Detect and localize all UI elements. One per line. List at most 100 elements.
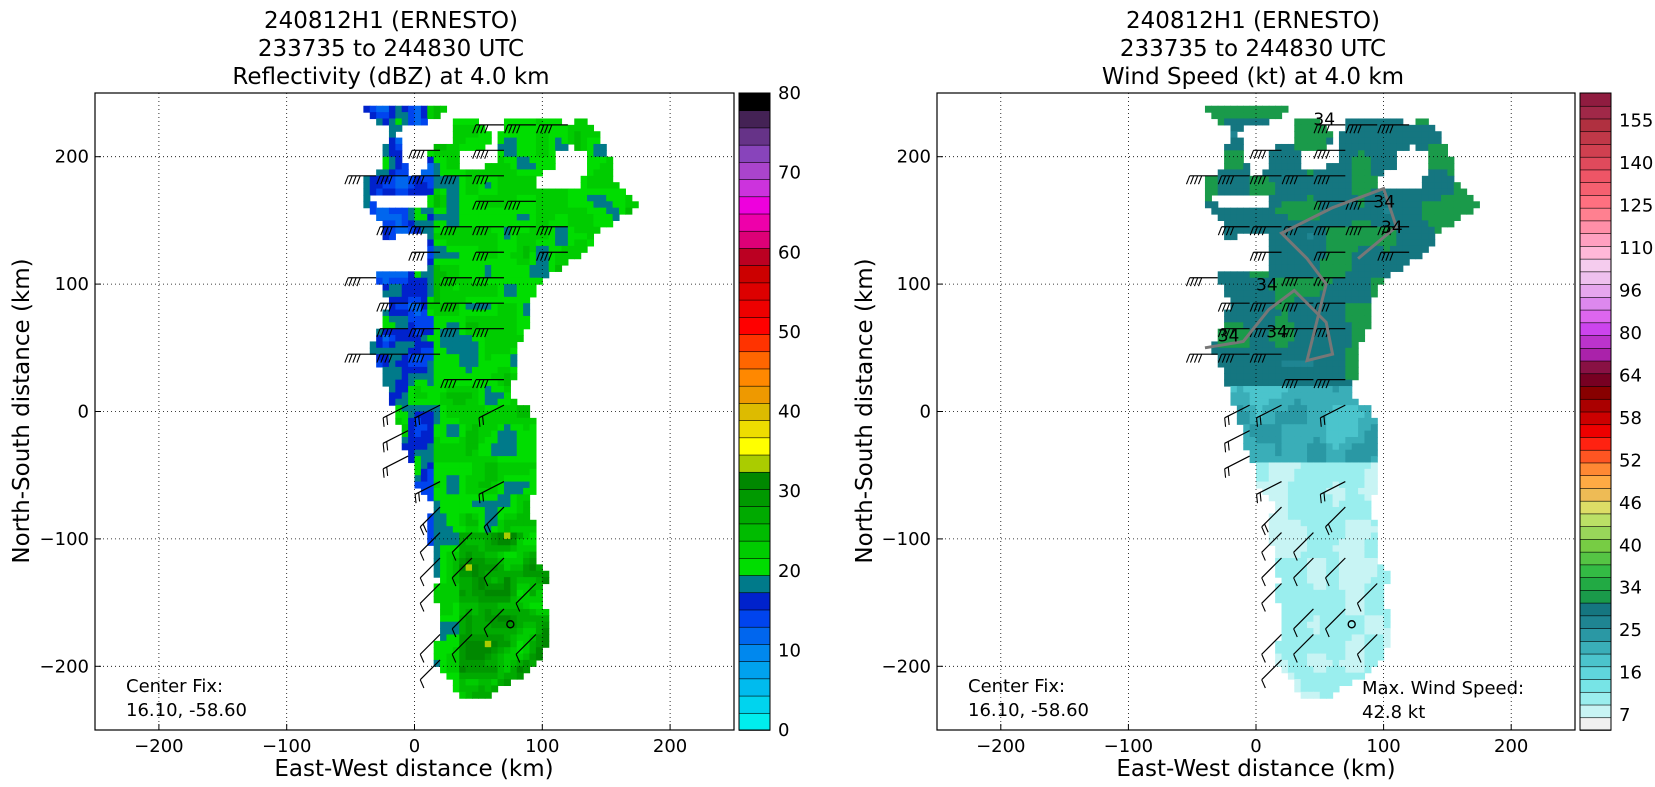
wind-barb-flag: [1229, 328, 1235, 338]
field-cell: [1351, 169, 1359, 177]
field-cell: [529, 596, 537, 604]
field-cell: [1300, 264, 1308, 272]
field-cell: [408, 284, 416, 292]
field-cell: [1307, 252, 1315, 260]
field-cell: [516, 214, 524, 221]
field-cell: [1396, 131, 1404, 139]
wind-barb-flag: [412, 252, 417, 261]
field-cell: [1243, 277, 1251, 285]
field-cell: [503, 608, 511, 616]
field-cell: [1345, 296, 1353, 304]
field-cell: [510, 583, 518, 591]
field-cell: [1358, 475, 1366, 483]
wind-barb-shaft: [483, 506, 505, 528]
field-cell: [555, 143, 563, 151]
field-cell: [1434, 194, 1442, 202]
field-cell: [1338, 487, 1346, 495]
field-cell: [529, 558, 537, 565]
field-cell: [465, 628, 473, 636]
field-cell: [580, 131, 588, 139]
field-cell: [1332, 628, 1340, 636]
wind-barb-flag: [1325, 150, 1330, 159]
field-cell: [1358, 405, 1366, 413]
wind-barb-flag: [412, 328, 417, 338]
wind-barb-flag: [416, 226, 421, 236]
field-cell: [1319, 131, 1327, 139]
field-cell: [376, 347, 384, 355]
field-cell: [433, 424, 441, 432]
field-cell: [529, 443, 537, 451]
wind-barb-flag: [382, 417, 385, 427]
wind-center-fix-label: Center Fix:: [968, 676, 1065, 697]
wind-barb-flag: [1261, 303, 1267, 312]
field-cell: [440, 551, 448, 559]
field-cell: [1307, 335, 1315, 343]
field-cell: [1364, 666, 1372, 674]
field-cell: [1351, 303, 1359, 311]
field-cell: [472, 417, 479, 425]
field-cell: [395, 347, 403, 355]
field-cell: [1249, 398, 1257, 406]
field-cell: [440, 373, 448, 381]
field-cell: [1338, 538, 1346, 546]
field-cell: [516, 462, 524, 470]
field-cell: [529, 468, 537, 476]
field-cell: [465, 271, 473, 279]
colorbar-tick-label: 40: [778, 402, 801, 423]
field-cell: [1294, 207, 1302, 215]
colorbar-swatch: [1579, 551, 1612, 566]
field-cell: [535, 258, 543, 266]
field-cell: [561, 143, 569, 151]
field-cell: [1300, 131, 1308, 139]
field-cell: [472, 264, 479, 272]
field-cell: [1268, 347, 1276, 355]
field-cell: [1377, 577, 1385, 585]
field-cell: [427, 315, 435, 323]
field-cell: [478, 290, 486, 298]
field-cell: [1300, 220, 1308, 228]
field-cell: [440, 545, 448, 553]
field-cell: [433, 226, 441, 234]
field-cell: [1307, 519, 1315, 527]
wind-barb-flag: [1357, 226, 1362, 236]
wind-barb-flag: [1321, 201, 1326, 210]
field-cell: [1224, 150, 1232, 158]
field-cell: [484, 175, 492, 183]
field-cell: [1268, 366, 1276, 374]
field-cell: [484, 487, 492, 495]
field-cell: [491, 360, 499, 368]
field-cell: [1275, 443, 1283, 451]
field-cell: [1326, 392, 1334, 400]
wind-barb-flag: [480, 379, 485, 389]
field-cell: [1319, 309, 1327, 317]
field-cell: [472, 494, 479, 502]
field-cell: [1338, 570, 1346, 578]
field-cell: [446, 507, 454, 515]
field-cell: [414, 328, 422, 336]
field-cell: [567, 226, 575, 234]
field-cell: [510, 659, 518, 667]
field-cell: [1287, 494, 1295, 502]
field-cell: [1319, 583, 1327, 591]
field-cell: [446, 653, 454, 661]
field-cell: [503, 156, 511, 164]
field-cell: [1326, 290, 1334, 298]
field-cell: [491, 494, 499, 502]
field-cell: [1275, 315, 1283, 323]
reflectivity-panel: 240812H1 (ERNESTO) 233735 to 244830 UTC …: [9, 8, 801, 782]
colorbar-swatch: [738, 299, 771, 318]
wind-barb-flag: [486, 523, 492, 533]
field-cell: [529, 118, 537, 126]
field-cell: [472, 545, 479, 553]
field-cell: [459, 373, 467, 381]
field-cell: [593, 143, 601, 151]
field-cell: [1281, 150, 1289, 158]
wind-barb-flag: [472, 328, 477, 338]
center-marker: [1347, 620, 1356, 629]
wind-barb-flag: [1325, 124, 1330, 134]
field-cell: [1364, 443, 1372, 451]
field-cell: [1313, 271, 1321, 279]
field-cell: [529, 417, 537, 425]
field-cell: [1287, 628, 1295, 636]
field-cell: [1275, 456, 1283, 464]
